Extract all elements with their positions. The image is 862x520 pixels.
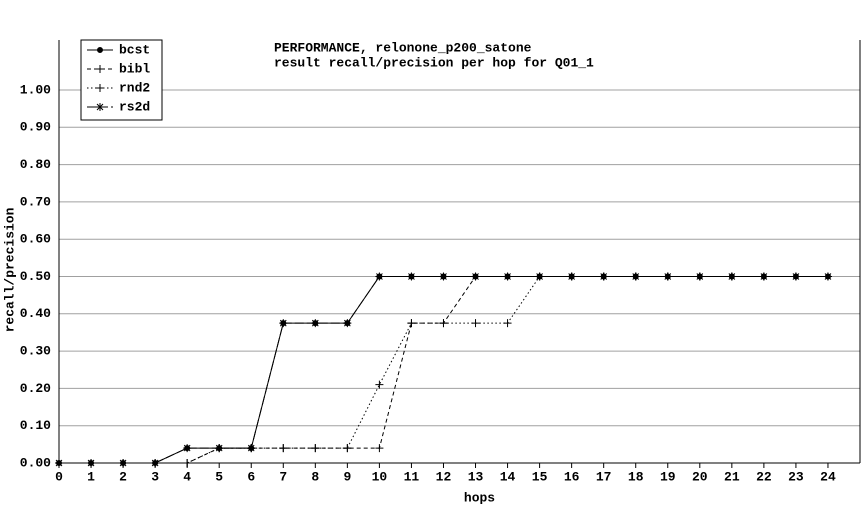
data-point: [407, 319, 416, 328]
data-point: [791, 272, 800, 281]
x-tick-label: 9: [343, 469, 351, 484]
data-point: [311, 319, 320, 328]
x-tick-label: 24: [820, 469, 836, 484]
data-point: [119, 459, 128, 467]
y-tick-label: 0.50: [20, 269, 51, 284]
y-tick-label: 0.20: [20, 381, 51, 396]
data-point: [279, 319, 288, 328]
data-point: [439, 319, 448, 328]
data-point: [151, 459, 160, 467]
legend-label: bibl: [119, 61, 150, 76]
data-point: [375, 272, 384, 281]
data-point: [55, 459, 63, 467]
x-tick-label: 16: [564, 469, 580, 484]
chart-title: result recall/precision per hop for Q01_…: [274, 55, 594, 70]
legend-marker: [97, 47, 104, 53]
x-tick-label: 4: [183, 469, 191, 484]
data-point: [663, 272, 672, 281]
x-tick-label: 3: [151, 469, 159, 484]
x-tick-label: 15: [532, 469, 548, 484]
y-tick-label: 0.00: [20, 455, 51, 470]
data-point: [311, 444, 320, 453]
data-point: [823, 272, 832, 281]
y-tick-label: 0.30: [20, 344, 51, 359]
x-tick-label: 8: [311, 469, 319, 484]
data-point: [727, 272, 736, 281]
x-tick-label: 23: [788, 469, 804, 484]
data-point: [343, 444, 352, 453]
chart-title: PERFORMANCE, relonone_p200_satone: [274, 40, 532, 55]
legend-label: bcst: [119, 42, 150, 57]
data-point: [695, 272, 704, 281]
x-tick-label: 11: [404, 469, 420, 484]
data-point: [439, 272, 448, 281]
x-tick-label: 19: [660, 469, 676, 484]
legend-marker: [96, 103, 104, 111]
data-point: [87, 459, 96, 467]
data-point: [407, 272, 416, 281]
y-tick-label: 0.90: [20, 120, 51, 135]
data-point: [599, 272, 608, 281]
legend-label: rs2d: [119, 99, 150, 114]
y-tick-label: 0.70: [20, 194, 51, 209]
legend-label: rnd2: [119, 80, 150, 95]
x-tick-label: 1: [87, 469, 95, 484]
data-point: [183, 444, 192, 453]
y-tick-label: 0.40: [20, 306, 51, 321]
x-tick-label: 0: [55, 469, 63, 484]
y-tick-label: 0.10: [20, 418, 51, 433]
data-point: [535, 272, 544, 281]
x-tick-label: 5: [215, 469, 223, 484]
x-tick-label: 22: [756, 469, 772, 484]
data-point: [279, 444, 288, 453]
y-axis-label: recall/precision: [2, 207, 17, 332]
y-tick-label: 0.80: [20, 157, 51, 172]
x-tick-label: 13: [468, 469, 484, 484]
data-point: [759, 272, 768, 281]
data-point: [631, 272, 640, 281]
data-point: [375, 444, 384, 453]
x-tick-label: 21: [724, 469, 740, 484]
data-point: [343, 319, 352, 328]
data-point: [183, 459, 192, 467]
data-point: [503, 319, 512, 328]
data-point: [471, 272, 480, 281]
x-tick-label: 12: [436, 469, 452, 484]
x-tick-label: 2: [119, 469, 127, 484]
legend-marker: [96, 65, 104, 73]
x-tick-label: 10: [372, 469, 388, 484]
x-tick-label: 20: [692, 469, 708, 484]
y-tick-label: 0.60: [20, 232, 51, 247]
legend-marker: [96, 84, 104, 92]
data-point: [215, 444, 224, 453]
x-tick-label: 14: [500, 469, 516, 484]
x-axis-label: hops: [464, 490, 495, 505]
x-tick-label: 18: [628, 469, 644, 484]
data-point: [375, 380, 384, 389]
data-point: [471, 319, 480, 328]
data-point: [567, 272, 576, 281]
x-tick-label: 7: [279, 469, 287, 484]
data-point: [503, 272, 512, 281]
x-tick-label: 6: [247, 469, 255, 484]
x-tick-label: 17: [596, 469, 612, 484]
y-tick-label: 1.00: [20, 82, 51, 97]
data-point: [247, 444, 256, 453]
